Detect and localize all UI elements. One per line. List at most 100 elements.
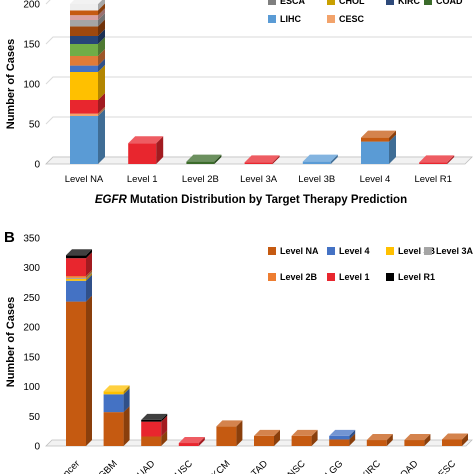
- bar-side: [123, 385, 130, 395]
- bar-segment: [66, 271, 92, 280]
- legend-swatch: [386, 247, 394, 255]
- bar-side: [123, 388, 130, 413]
- bar-segment: [70, 109, 105, 164]
- legend-item: KIRC: [386, 0, 420, 6]
- bar-front: [70, 36, 98, 44]
- bar-front: [70, 4, 98, 11]
- bar-top: [66, 249, 92, 256]
- y-axis-label: Number of Cases: [5, 297, 17, 387]
- legend-swatch: [327, 15, 335, 23]
- bar-side: [272, 155, 280, 164]
- bar-segment: [419, 155, 455, 164]
- x-tick-label: UAD: [135, 458, 157, 474]
- legend-label: Level 2B: [280, 272, 318, 282]
- legend-swatch: [386, 0, 394, 5]
- bar-segment: [291, 429, 318, 446]
- x-tick-label: Level 1: [127, 174, 158, 185]
- bar-side: [86, 270, 92, 278]
- bar-segment: [66, 274, 92, 302]
- bar-top: [103, 385, 130, 392]
- bar-side: [98, 65, 105, 100]
- bar-top: [366, 434, 393, 441]
- bar-side: [311, 429, 318, 446]
- y-tick-label: 0: [34, 442, 40, 453]
- legend-label: Level 3A: [436, 246, 474, 256]
- bar-side: [98, 106, 105, 116]
- bar-top: [186, 154, 222, 162]
- bar-front: [66, 279, 86, 281]
- bar-front: [178, 443, 199, 446]
- chart-title: EGFR Mutation Distribution by Target The…: [95, 194, 407, 206]
- bar-segment: [70, 37, 105, 56]
- bar-front: [141, 419, 162, 422]
- bar-front: [70, 15, 98, 20]
- legend-item: ESCA: [268, 0, 306, 6]
- legend-swatch: [268, 247, 276, 255]
- legend-item: Level R1: [386, 272, 435, 282]
- bar-front: [70, 100, 98, 114]
- legend-item: Level 3A: [424, 246, 474, 256]
- bar-front: [66, 258, 86, 277]
- bar-segment: [66, 249, 92, 259]
- bar-front: [216, 426, 237, 446]
- bar-top: [361, 130, 396, 138]
- legend-label: ESCA: [280, 0, 306, 6]
- bar-segment: [70, 93, 105, 114]
- gridline: [45, 36, 472, 45]
- bar-side: [98, 37, 105, 56]
- bar-side: [98, 13, 105, 27]
- bar-side: [274, 429, 280, 446]
- bar-side: [98, 0, 105, 11]
- bar-top: [419, 155, 455, 163]
- y-tick-label: 150: [23, 40, 40, 51]
- bar-segment: [70, 58, 105, 72]
- legend-label: CESC: [339, 14, 365, 24]
- bar-side: [86, 295, 92, 446]
- x-tick-label: GBM: [97, 458, 120, 474]
- legend-label: Level R1: [398, 272, 435, 282]
- bar-side: [161, 413, 168, 422]
- x-tick-label: Level R1: [414, 174, 452, 185]
- bar-side: [86, 271, 92, 280]
- x-tick-label: KIRC: [359, 458, 383, 474]
- bar-front: [70, 65, 98, 72]
- bar-side: [98, 8, 105, 20]
- bar-segment: [186, 154, 222, 164]
- y-tick-label: 350: [23, 234, 40, 245]
- bar-segment: [66, 295, 92, 446]
- bar-top: [70, 0, 102, 4]
- x-tick-label: Level NA: [65, 174, 104, 185]
- x-tick-label: USC: [173, 458, 195, 474]
- bar-side: [349, 433, 356, 446]
- bar-segment: [216, 420, 243, 446]
- bar-side: [389, 130, 396, 142]
- bar-front: [141, 436, 162, 446]
- legend-swatch: [268, 273, 276, 281]
- bar-front: [419, 162, 448, 164]
- bar-segment: [70, 106, 105, 116]
- bar-top: [178, 437, 205, 444]
- bar-side: [98, 3, 105, 16]
- bar-segment: [66, 273, 92, 281]
- bar-segment: [70, 49, 105, 66]
- bar-top: [128, 136, 164, 144]
- bar-segment: [244, 155, 280, 164]
- bar-segment: [70, 29, 105, 44]
- bar-front: [70, 72, 98, 100]
- legend-item: COAD: [424, 0, 463, 6]
- bar-side: [98, 49, 105, 66]
- bar-segment: [70, 8, 105, 20]
- bar-top: [216, 420, 243, 427]
- bar-top: [244, 155, 280, 163]
- legend-label: CHOL: [339, 0, 365, 6]
- x-tick-label: Level 4: [360, 174, 391, 185]
- gridline: [45, 116, 472, 125]
- x-tick-label: NSC: [286, 458, 308, 474]
- y-tick-label: 200: [23, 323, 40, 334]
- bar-side: [198, 437, 205, 446]
- bar-top: [404, 434, 431, 441]
- bar-segment: [329, 433, 356, 446]
- bar-side: [86, 273, 92, 281]
- bar-segment: [302, 154, 338, 164]
- y-tick-label: 50: [29, 412, 41, 423]
